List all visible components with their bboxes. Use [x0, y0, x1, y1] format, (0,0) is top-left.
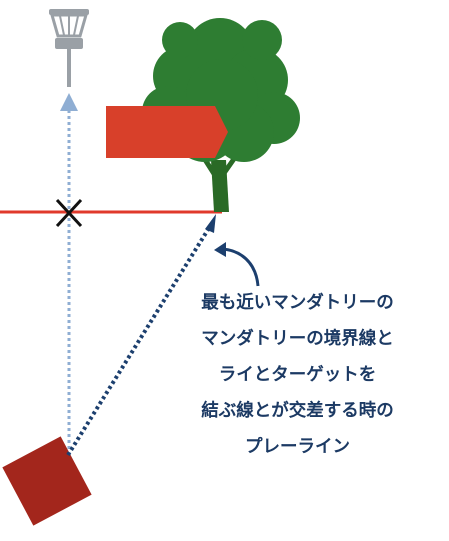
play-line-arrowhead	[205, 214, 216, 233]
intersection-cross-icon	[55, 198, 83, 228]
caption-line-1: 最も近いマンダトリーの	[201, 293, 394, 313]
mandatory-flag-icon	[106, 106, 228, 158]
callout-arrowhead	[214, 242, 226, 257]
caption-line-2: マンダトリーの境界線と	[201, 329, 394, 349]
basket-icon	[49, 9, 89, 87]
tee-pad	[2, 436, 92, 526]
caption-line-3: ライとターゲットを	[218, 365, 377, 385]
caption-line-4: 結ぶ線とが交差する時の	[201, 401, 394, 421]
callout-arrow	[221, 247, 260, 287]
caption-line-5: プレーライン	[245, 437, 350, 457]
play-line	[66, 226, 211, 457]
explanation-caption: 最も近いマンダトリーの マンダトリーの境界線と ライとターゲットを 結ぶ線とが交…	[150, 285, 445, 465]
